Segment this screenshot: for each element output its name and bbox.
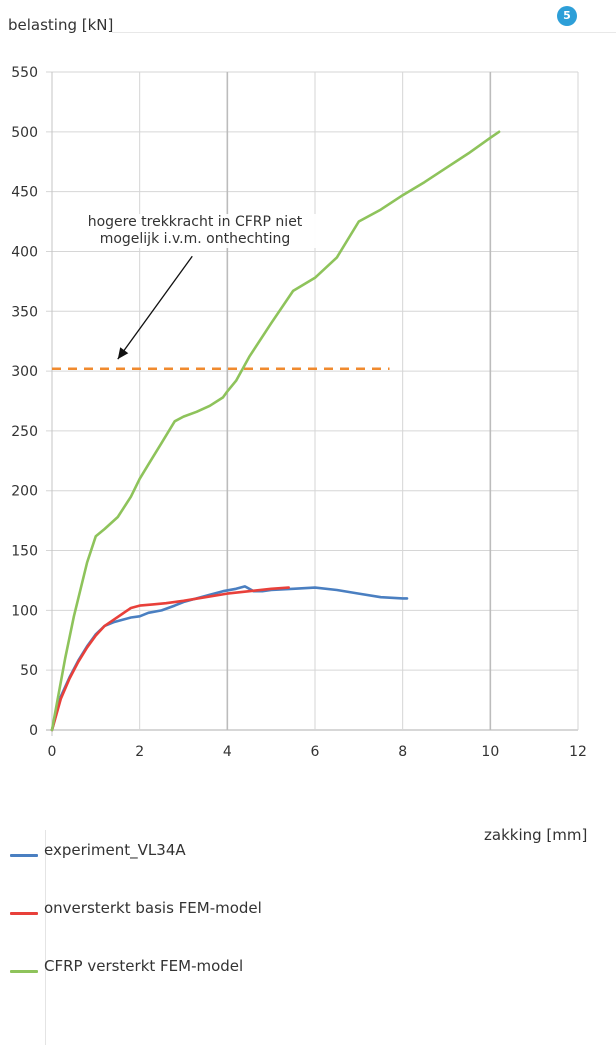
- y-tick-label-500: 500: [11, 125, 38, 141]
- annotation-arrow-head: [117, 347, 129, 360]
- series-line-2: [50, 130, 501, 732]
- y-tick-label-300: 300: [11, 364, 38, 380]
- x-tick-label-2: 2: [135, 744, 144, 760]
- legend-label-cfrp: CFRP versterkt FEM-model: [44, 957, 244, 975]
- legend-swatch-unreinforced: [10, 912, 38, 915]
- annotation-line-1: hogere trekkracht in CFRP niet: [87, 214, 303, 230]
- x-axis-title: zakking [mm]: [484, 826, 588, 844]
- x-tick-label-10: 10: [481, 744, 499, 760]
- legend-item-experiment: experiment_VL34A: [10, 840, 186, 860]
- y-tick-label-250: 250: [11, 424, 38, 440]
- y-tick-label-450: 450: [11, 185, 38, 201]
- y-tick-label-50: 50: [20, 663, 38, 679]
- annotation-arrow-shaft: [117, 255, 193, 360]
- x-tick-label-0: 0: [48, 744, 57, 760]
- left-divider: [45, 830, 46, 1045]
- top-divider: [112, 32, 616, 33]
- annotation-line-2: mogelijk i.v.m. onthechting: [99, 231, 291, 247]
- x-tick-label-12: 12: [569, 744, 587, 760]
- series-line-0: [50, 585, 409, 732]
- legend-swatch-cfrp: [10, 970, 38, 973]
- y-tick-label-100: 100: [11, 603, 38, 619]
- legend-swatch-experiment: [10, 854, 38, 857]
- legend-item-cfrp: CFRP versterkt FEM-model: [10, 956, 243, 976]
- y-axis-title: belasting [kN]: [8, 16, 114, 34]
- chart-annotation: hogere trekkracht in CFRP niet mogelijk …: [70, 214, 320, 248]
- x-tick-label-6: 6: [311, 744, 320, 760]
- y-tick-label-400: 400: [11, 244, 38, 260]
- series-line-1: [50, 586, 291, 732]
- legend-item-unreinforced: onversterkt basis FEM-model: [10, 898, 262, 918]
- x-tick-label-4: 4: [223, 744, 232, 760]
- y-tick-label-200: 200: [11, 484, 38, 500]
- y-tick-label-0: 0: [29, 723, 38, 739]
- y-tick-label-550: 550: [11, 65, 38, 81]
- y-tick-label-150: 150: [11, 544, 38, 560]
- legend-label-unreinforced: onversterkt basis FEM-model: [44, 899, 262, 917]
- legend-label-experiment: experiment_VL34A: [44, 841, 186, 859]
- y-tick-label-350: 350: [11, 304, 38, 320]
- x-tick-label-8: 8: [398, 744, 407, 760]
- line-chart: 0 50 100 150 200 250 300 350 400 450 500 550 0 2 4 6 8 10…: [11, 65, 587, 760]
- page-number-badge: 5: [557, 6, 577, 26]
